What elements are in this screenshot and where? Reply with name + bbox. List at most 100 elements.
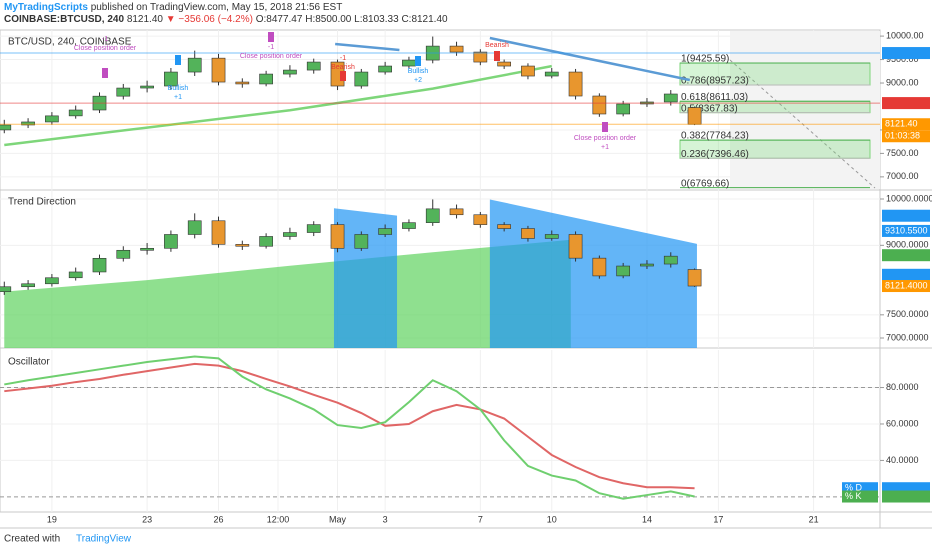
- fib-label: 0(6769.66): [681, 178, 729, 189]
- signal-arrow: [494, 51, 500, 61]
- candle-body: [354, 71, 369, 87]
- annotation: -1: [102, 36, 108, 43]
- candle-body: [378, 65, 392, 73]
- price-label-box: [882, 490, 930, 503]
- candle-body: [521, 228, 535, 239]
- fib-label: 0.382(7784.23): [681, 131, 749, 142]
- signal-arrow: [340, 71, 346, 81]
- y-tick-label: 7500.00: [886, 148, 919, 158]
- candle-body: [68, 271, 83, 279]
- y-tick-label: 9000.0000: [886, 240, 929, 250]
- annotation: -1: [340, 55, 346, 62]
- candle-body: [616, 265, 631, 277]
- fib-label: 0.236(7396.46): [681, 149, 749, 160]
- change: ▼ −356.06 (−4.2%): [165, 14, 253, 25]
- pane-title: BTC/USD, 240, COINBASE: [8, 37, 132, 48]
- candle-body: [306, 224, 321, 233]
- price-label-box: [882, 209, 930, 222]
- candle-body: [378, 228, 392, 235]
- author[interactable]: MyTradingScripts: [4, 2, 88, 13]
- indicator-line: [335, 42, 400, 52]
- symbol: COINBASE:BTCUSD, 240: [4, 14, 125, 25]
- candle-body: [449, 45, 464, 53]
- candle-body: [568, 71, 583, 97]
- price-label: 9310.5500: [885, 225, 928, 235]
- series-tag-box: [842, 490, 878, 503]
- candle-body: [473, 51, 488, 63]
- y-tick-label: 80.0000: [886, 382, 919, 392]
- price-label: 8121.40: [885, 119, 918, 129]
- last: 8121.40: [126, 14, 163, 25]
- price-label: 8121.4000: [885, 280, 928, 290]
- price-label-box: [882, 249, 930, 262]
- signal-arrow: [175, 55, 181, 65]
- price-label-box: [882, 280, 930, 293]
- y-tick-label: 60.0000: [886, 418, 919, 428]
- candle-body: [116, 249, 131, 259]
- candle-body: [283, 69, 297, 75]
- published: published on TradingView.com, May 15, 20…: [90, 2, 343, 13]
- y-tick-label: 10000.00: [886, 30, 924, 40]
- oscillator-line: [4, 362, 695, 490]
- price-label-box: [882, 224, 930, 237]
- candle-body: [354, 234, 369, 249]
- candle-body: [211, 57, 226, 83]
- annotation: Close position order: [574, 135, 637, 142]
- candle-body: [116, 87, 131, 97]
- candle-body: [402, 59, 416, 67]
- candle-body: [140, 85, 154, 89]
- indicator-line: [4, 64, 552, 147]
- annotation: Bearish: [485, 42, 509, 49]
- y-tick-label: 7000.0000: [886, 332, 929, 342]
- candle-body: [235, 244, 250, 247]
- close: C:8121.40: [401, 14, 448, 25]
- candle-body: [92, 257, 107, 273]
- high: H:8500.00: [305, 14, 352, 25]
- annotation: -1: [268, 44, 274, 51]
- signal-arrow: [102, 68, 108, 78]
- x-tick-label: 17: [713, 514, 723, 524]
- x-tick-label: 21: [809, 514, 819, 524]
- header: MyTradingScripts published on TradingVie…: [4, 2, 448, 26]
- y-tick-label: 7500.0000: [886, 309, 929, 319]
- candle-body: [663, 255, 678, 265]
- candle-body: [0, 124, 12, 131]
- candle-body: [164, 234, 178, 249]
- y-tick-label: 40.0000: [886, 455, 919, 465]
- candle-body: [283, 232, 297, 237]
- candle-body: [592, 95, 607, 115]
- pane-title: Trend Direction: [8, 197, 76, 208]
- fib-label: 0.5(8367.83): [681, 103, 738, 114]
- candle-body: [616, 103, 631, 115]
- candle-body: [235, 81, 250, 85]
- annotation: Close position order: [240, 53, 303, 60]
- annotation: +2: [414, 77, 422, 84]
- x-tick-label: 12:00: [267, 514, 290, 524]
- annotation: Close position order: [74, 45, 137, 52]
- annotation: +1: [601, 144, 609, 151]
- trend-area: [4, 239, 571, 348]
- series-name: % K: [845, 491, 862, 501]
- y-tick-label: 9000.00: [886, 77, 919, 87]
- indicator-line: [489, 36, 691, 82]
- header-line-1: MyTradingScripts published on TradingVie…: [4, 2, 448, 14]
- countdown-box: [882, 130, 930, 143]
- y-tick-label: 7000.00: [886, 171, 919, 181]
- x-tick-label: 19: [47, 514, 57, 524]
- candle-body: [544, 234, 559, 239]
- candle-body: [330, 224, 345, 249]
- candle-body: [497, 224, 511, 229]
- candle-body: [544, 71, 559, 77]
- candle-body: [259, 236, 273, 247]
- annotation: Bullish: [168, 85, 189, 92]
- candle-body: [473, 214, 488, 225]
- candle-body: [211, 220, 226, 245]
- x-tick-label: 7: [478, 514, 483, 524]
- candle-body: [259, 73, 273, 85]
- footer-created: Created with: [4, 534, 60, 545]
- candle-body: [497, 61, 511, 67]
- signal-arrow: [415, 56, 421, 66]
- footer-brand[interactable]: TradingView: [76, 534, 132, 545]
